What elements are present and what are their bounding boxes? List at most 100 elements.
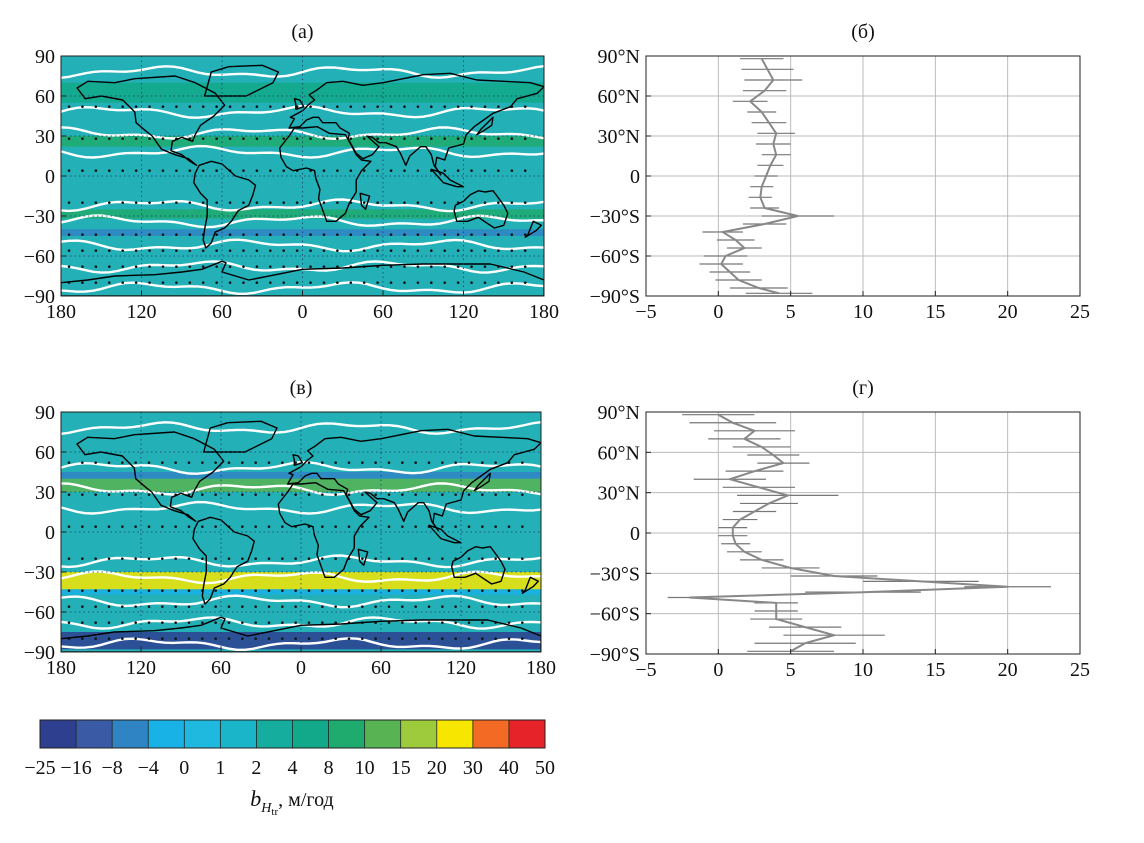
- stipple-dot: [349, 169, 353, 172]
- stipple-dot: [307, 461, 311, 464]
- stipple-dot: [81, 105, 84, 108]
- stipple-dot: [507, 557, 511, 560]
- stipple-dot: [441, 621, 444, 624]
- stipple-dot: [481, 557, 484, 560]
- stipple-dot: [241, 557, 244, 560]
- stipple-dot: [201, 265, 205, 268]
- stipple-dot: [201, 637, 204, 640]
- stipple-dot: [227, 621, 231, 624]
- stipple-dot: [161, 201, 165, 204]
- stipple-dot: [403, 169, 406, 172]
- stipple-dot: [108, 137, 111, 140]
- stipple-dot: [281, 589, 284, 592]
- stipple-dot: [214, 621, 217, 624]
- stipple-dot: [255, 233, 259, 236]
- stipple-dot: [456, 249, 460, 252]
- stipple-dot: [507, 525, 511, 528]
- stipple-dot: [443, 201, 447, 204]
- stipple-dot: [241, 525, 244, 528]
- stipple-dot: [228, 265, 232, 268]
- coastline-4: [451, 546, 506, 585]
- stipple-dot: [374, 525, 377, 528]
- stipple-dot: [121, 201, 125, 204]
- stipple-dot: [483, 281, 487, 284]
- stipple-dot: [349, 249, 353, 252]
- stipple-dot: [281, 605, 284, 608]
- stipple-dot: [427, 589, 431, 592]
- y-tick-label: −30°S: [590, 206, 640, 228]
- stipple-dot: [281, 461, 284, 464]
- colorbar-segment-3: [148, 720, 185, 748]
- stipple-dot: [175, 169, 178, 172]
- stipple-dot: [148, 249, 151, 252]
- stipple-dot: [321, 557, 324, 560]
- panel-title: (а): [291, 21, 313, 43]
- stipple-dot: [269, 249, 272, 252]
- colorbar: −25 −16 −8 −4 0 1 2 4 8 10 15 20 30 40 50 bHtr, м/год: [24, 719, 555, 818]
- stipple-dot: [334, 557, 337, 560]
- stipple-dot: [161, 525, 164, 528]
- stipple-dot: [94, 589, 97, 592]
- stipple-dot: [67, 557, 71, 560]
- stipple-dot: [94, 249, 98, 252]
- stipple-dot: [510, 249, 514, 252]
- stipple-dot: [121, 525, 124, 528]
- colorbar-segment-12: [472, 720, 510, 748]
- stipple-dot: [134, 621, 137, 624]
- stipple-dot: [454, 525, 457, 528]
- stipple-dot: [282, 201, 286, 204]
- stipple-dot: [108, 169, 111, 172]
- colorbar-label: bHtr, м/год: [250, 786, 333, 818]
- stipple-dot: [349, 137, 353, 140]
- stipple-dot: [322, 249, 326, 252]
- stipple-dot: [67, 233, 71, 236]
- stipple-dot: [361, 525, 364, 528]
- stipple-dot: [241, 637, 244, 640]
- stipple-dot: [322, 137, 326, 140]
- colorbar-label-part: b: [250, 786, 261, 811]
- x-tick-label: 5: [786, 301, 796, 323]
- colorbar-segment-4: [184, 720, 221, 748]
- stipple-dot: [521, 461, 524, 464]
- coastline-1: [192, 516, 256, 605]
- stipple-dot: [523, 233, 527, 236]
- mean-profile-line: [719, 58, 799, 295]
- stipple-dot: [108, 249, 111, 252]
- stipple-dot: [387, 525, 391, 528]
- stipple-dot: [349, 105, 353, 108]
- stipple-dot: [307, 605, 311, 608]
- stipple-dot: [107, 493, 111, 496]
- stipple-dot: [362, 281, 366, 284]
- stipple-dot: [321, 493, 324, 496]
- stipple-dot: [427, 605, 431, 608]
- stipple-dot: [188, 169, 192, 172]
- colorbar-tick-label: 2: [251, 757, 261, 779]
- stipple-dot: [497, 249, 500, 252]
- stipple-dot: [387, 461, 391, 464]
- stipple-dot: [94, 557, 97, 560]
- stipple-dot: [281, 621, 284, 624]
- stipple-dot: [334, 637, 337, 640]
- stipple-dot: [389, 201, 393, 204]
- x-tick-label: 10: [853, 301, 873, 323]
- stipple-dot: [322, 105, 326, 108]
- stipple-dot: [441, 605, 444, 608]
- stipple-dot: [161, 137, 165, 140]
- colorbar-segment-7: [292, 720, 330, 748]
- stipple-dot: [309, 249, 312, 252]
- stipple-dot: [321, 589, 324, 592]
- coastline-9: [293, 97, 305, 111]
- stipple-dot: [309, 105, 312, 108]
- colorbar-segment-6: [256, 720, 293, 748]
- stipple-dot: [387, 589, 391, 592]
- stipple-dot: [403, 265, 406, 268]
- stipple-dot: [521, 589, 524, 592]
- stipple-dot: [416, 201, 420, 204]
- stipple-dot: [161, 637, 164, 640]
- stipple-dot: [336, 265, 339, 268]
- stipple-dot: [507, 605, 511, 608]
- stipple-dot: [510, 265, 514, 268]
- stipple-dot: [481, 589, 484, 592]
- stipple-dot: [227, 493, 231, 496]
- coastline-4: [453, 189, 509, 229]
